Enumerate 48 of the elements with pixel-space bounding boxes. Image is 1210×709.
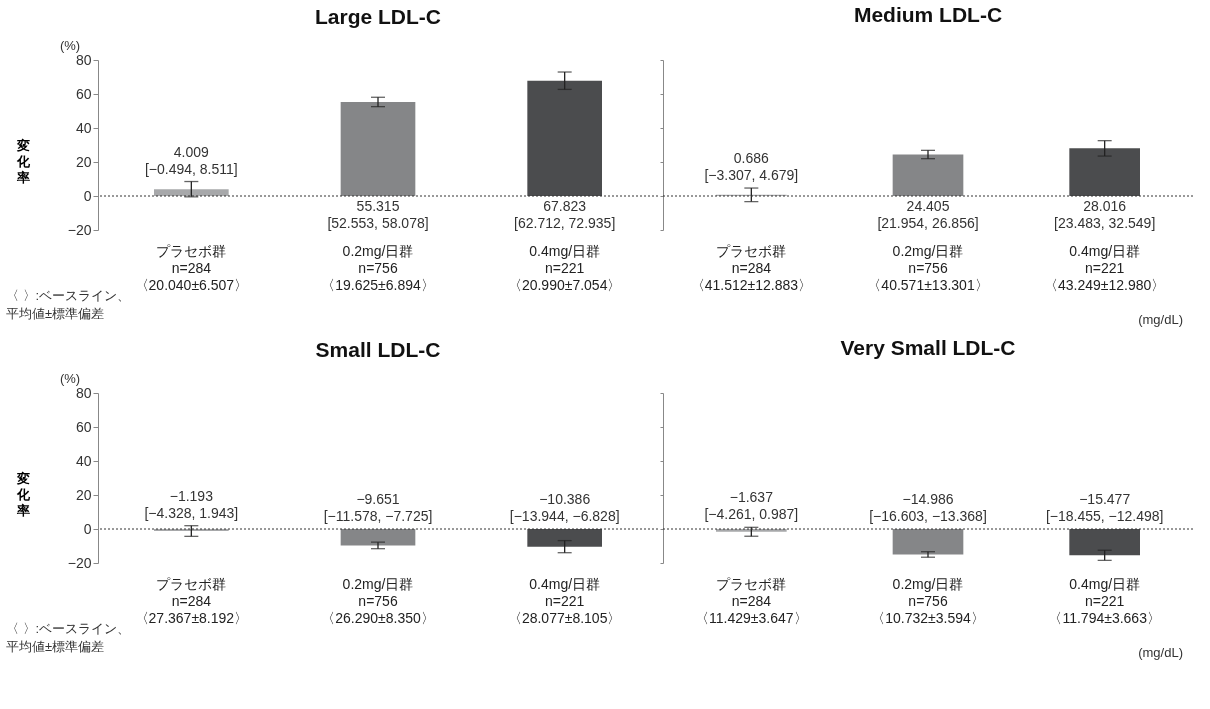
x-tick-label: 0.4mg/日群 n=221 〈28.077±8.105〉 (507, 575, 622, 626)
chart-title: Large LDL-C (315, 5, 441, 28)
text: (mg/dL) (1138, 645, 1183, 660)
x-tick-label: プラセボ群 n=284 〈20.040±6.507〉 (134, 242, 249, 293)
y-axis-title: 変化率 (16, 137, 32, 185)
y-tick-label: 40 (75, 452, 92, 469)
x-tick-label: プラセボ群 n=284 〈41.512±12.883〉 (690, 242, 812, 293)
data-label: −9.651 [−11.578, −7.725] (323, 491, 433, 524)
y-tick-label: −20 (67, 554, 92, 571)
x-tick-label: プラセボ群 n=284 〈27.367±8.192〉 (134, 575, 249, 626)
x-tick-label: 0.4mg/日群 n=221 〈20.990±7.054〉 (507, 242, 622, 293)
y-tick-label: 60 (75, 85, 92, 102)
y-tick-label: 0 (83, 187, 92, 204)
text: 〈 〉:ベースライン、 (6, 288, 131, 303)
x-tick-label: 0.2mg/日群 n=756 〈26.290±8.350〉 (321, 575, 435, 626)
y-tick-label: 60 (75, 418, 92, 435)
y-axis-title: 変化率 (16, 470, 32, 518)
data-label: 0.686 [−3.307, 4.679] (704, 150, 799, 184)
x-tick-label: 0.2mg/日群 n=756 〈19.625±6.894〉 (321, 242, 435, 293)
text: (%) (59, 371, 81, 386)
y-tick-label: 0 (83, 520, 92, 537)
data-label: −10.386 [−13.944, −6.828] (509, 491, 620, 524)
data-label: 55.315 [52.553, 58.078] (327, 198, 429, 231)
chart-title: Small LDL-C (315, 338, 441, 361)
data-label: 28.016 [23.483, 32.549] (1054, 198, 1156, 231)
y-tick-label: 20 (75, 486, 92, 503)
chart-title: Very Small LDL-C (840, 335, 1016, 359)
data-label: 24.405 [21.954, 26.856] (877, 198, 979, 231)
data-label: 67.823 [62.712, 72.935] (514, 198, 616, 231)
y-tick-label: −20 (67, 221, 92, 238)
x-tick-label: 0.2mg/日群 n=756 〈10.732±3.594〉 (871, 575, 985, 626)
data-label: −15.477 [−18.455, −12.498] (1045, 491, 1164, 524)
data-label: −1.637 [−4.261, 0.987] (704, 489, 799, 523)
x-tick-label: 0.4mg/日群 n=221 〈11.794±3.663〉 (1048, 575, 1161, 626)
x-tick-label: プラセボ群 n=284 〈11.429±3.647〉 (695, 575, 808, 626)
text: (%) (59, 38, 81, 53)
data-label: −14.986 [−16.603, −13.368] (869, 491, 987, 524)
chart-title: Medium LDL-C (853, 2, 1003, 26)
data-label: −1.193 [−4.328, 1.943] (144, 487, 239, 521)
text: (mg/dL) (1138, 312, 1183, 327)
data-label: 4.009 [−0.494, 8.511] (144, 143, 238, 177)
y-tick-label: 20 (75, 153, 92, 170)
y-tick-label: 40 (75, 119, 92, 136)
x-tick-label: 0.4mg/日群 n=221 〈43.249±12.980〉 (1044, 242, 1166, 293)
text: 〈 〉:ベースライン、 (6, 621, 131, 636)
text: 平均値±標準偏差 (6, 639, 105, 654)
text: 平均値±標準偏差 (6, 306, 105, 321)
x-tick-label: 0.2mg/日群 n=756 〈40.571±13.301〉 (867, 242, 989, 293)
